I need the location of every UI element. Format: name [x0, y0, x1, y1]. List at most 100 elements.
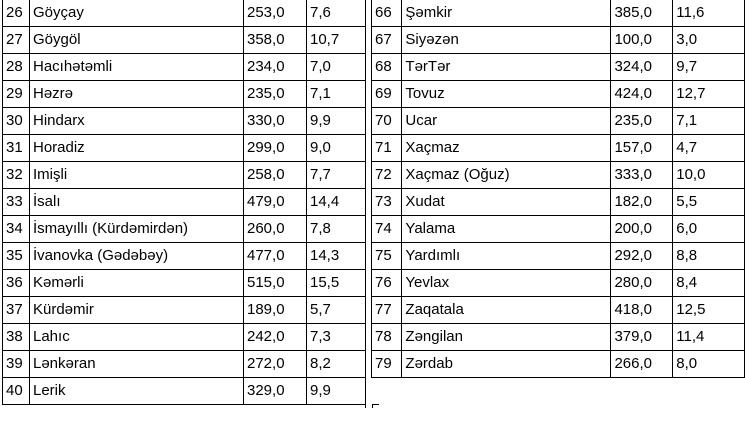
table-row[interactable]: 28 Hacıhətəmli 234,0 7,0: [2, 53, 379, 81]
row-rate-cell[interactable]: 11,4: [672, 323, 745, 351]
row-rate-cell[interactable]: 7,1: [672, 107, 745, 135]
row-name-cell[interactable]: Xaçmaz: [401, 134, 612, 162]
row-name-cell[interactable]: Lahıc: [29, 323, 244, 351]
table-row[interactable]: 27 Göygöl 358,0 10,7: [2, 26, 379, 54]
table-row[interactable]: 66 Şəmkir 385,0 11,6: [370, 0, 745, 27]
row-value-cell[interactable]: 253,0: [243, 0, 307, 27]
row-index-cell[interactable]: 28: [2, 53, 30, 81]
row-value-cell[interactable]: 235,0: [243, 80, 307, 108]
table-row[interactable]: 74 Yalama 200,0 6,0: [370, 215, 745, 243]
row-name-cell[interactable]: Zərdab: [401, 350, 612, 378]
row-index-cell[interactable]: 68: [370, 53, 403, 81]
row-index-cell[interactable]: 79: [370, 350, 403, 378]
row-name-cell[interactable]: [401, 377, 611, 404]
table-row[interactable]: 39 Lənkəran 272,0 8,2: [2, 350, 379, 378]
row-index-cell[interactable]: 26: [2, 0, 30, 27]
row-value-cell[interactable]: 424,0: [610, 80, 674, 108]
row-index-cell[interactable]: 66: [370, 0, 403, 27]
row-value-cell[interactable]: 100,0: [610, 26, 674, 54]
table-row[interactable]: 79 Zərdab 266,0 8,0: [370, 350, 745, 378]
row-index-cell[interactable]: 71: [370, 134, 403, 162]
row-index-cell[interactable]: 72: [370, 161, 403, 189]
row-name-cell[interactable]: Yevlax: [401, 269, 612, 297]
row-name-cell[interactable]: Yardımlı: [401, 242, 612, 270]
row-name-cell[interactable]: İsalı: [29, 188, 244, 216]
row-name-cell[interactable]: Ucar: [401, 107, 612, 135]
table-row[interactable]: 31 Horadiz 299,0 9,0: [2, 134, 379, 162]
table-row[interactable]: 72 Xaçmaz (Oğuz) 333,0 10,0: [370, 161, 745, 189]
row-rate-cell[interactable]: 4,7: [672, 134, 745, 162]
row-index-cell[interactable]: 75: [370, 242, 403, 270]
table-row[interactable]: 68 TərTər 324,0 9,7: [370, 53, 745, 81]
row-value-cell[interactable]: 333,0: [610, 161, 674, 189]
row-rate-cell[interactable]: 5,5: [672, 188, 745, 216]
row-value-cell[interactable]: 515,0: [243, 269, 307, 297]
row-index-cell[interactable]: 78: [370, 323, 403, 351]
row-value-cell[interactable]: 280,0: [610, 269, 674, 297]
row-name-cell[interactable]: Lənkəran: [29, 350, 244, 378]
table-row[interactable]: 70 Ucar 235,0 7,1: [370, 107, 745, 135]
row-name-cell[interactable]: İsmayıllı (Kürdəmirdən): [29, 215, 244, 243]
row-name-cell[interactable]: Imişli: [29, 161, 244, 189]
table-row[interactable]: 26 Göyçay 253,0 7,6: [2, 0, 379, 27]
row-name-cell[interactable]: Hacıhətəmli: [29, 53, 244, 81]
row-value-cell[interactable]: 182,0: [610, 188, 674, 216]
row-value-cell[interactable]: 234,0: [243, 53, 307, 81]
row-name-cell[interactable]: Şəmkir: [401, 0, 612, 27]
row-value-cell[interactable]: 385,0: [610, 0, 674, 27]
table-row[interactable]: 77 Zaqatala 418,0 12,5: [370, 296, 745, 324]
table-row[interactable]: 32 Imişli 258,0 7,7: [2, 161, 379, 189]
row-name-cell[interactable]: Yalama: [401, 215, 612, 243]
row-index-cell[interactable]: 36: [2, 269, 30, 297]
row-name-cell[interactable]: Həzrə: [29, 80, 244, 108]
row-index-cell[interactable]: 40: [2, 377, 30, 405]
row-name-cell[interactable]: Hindarx: [29, 107, 244, 135]
row-value-cell[interactable]: 477,0: [243, 242, 307, 270]
row-index-cell[interactable]: 38: [2, 323, 30, 351]
row-index-cell[interactable]: 29: [2, 80, 30, 108]
row-rate-cell[interactable]: 12,5: [672, 296, 745, 324]
table-row[interactable]: 76 Yevlax 280,0 8,4: [370, 269, 745, 297]
table-row[interactable]: 69 Tovuz 424,0 12,7: [370, 80, 745, 108]
row-index-cell[interactable]: 34: [2, 215, 30, 243]
row-index-cell[interactable]: [371, 377, 402, 404]
row-value-cell[interactable]: 292,0: [610, 242, 674, 270]
row-value-cell[interactable]: 258,0: [243, 161, 307, 189]
row-name-cell[interactable]: Kəmərli: [29, 269, 244, 297]
row-rate-cell[interactable]: 10,0: [672, 161, 745, 189]
row-index-cell[interactable]: 76: [370, 269, 403, 297]
table-row[interactable]: 38 Lahıc 242,0 7,3: [2, 323, 379, 351]
table-row[interactable]: 34 İsmayıllı (Kürdəmirdən) 260,0 7,8: [2, 215, 379, 243]
row-rate-cell[interactable]: 11,6: [672, 0, 745, 27]
table-row[interactable]: 37 Kürdəmir 189,0 5,7: [2, 296, 379, 324]
row-index-cell[interactable]: 37: [2, 296, 30, 324]
row-index-cell[interactable]: 67: [370, 26, 403, 54]
row-index-cell[interactable]: 77: [370, 296, 403, 324]
table-row[interactable]: 29 Həzrə 235,0 7,1: [2, 80, 379, 108]
table-row[interactable]: 33 İsalı 479,0 14,4: [2, 188, 379, 216]
row-index-cell[interactable]: 39: [2, 350, 30, 378]
table-row[interactable]: 78 Zəngilan 379,0 11,4: [370, 323, 745, 351]
row-value-cell[interactable]: 200,0: [610, 215, 674, 243]
row-name-cell[interactable]: Siyəzən: [401, 26, 612, 54]
row-index-cell[interactable]: 74: [370, 215, 403, 243]
row-value-cell[interactable]: 330,0: [243, 107, 307, 135]
table-row[interactable]: 40 Lerik 329,0 9,9: [2, 377, 379, 405]
row-name-cell[interactable]: Xudat: [401, 188, 612, 216]
row-index-cell[interactable]: 69: [370, 80, 403, 108]
row-index-cell[interactable]: 32: [2, 161, 30, 189]
row-name-cell[interactable]: TərTər: [401, 53, 612, 81]
row-value-cell[interactable]: 479,0: [243, 188, 307, 216]
table-row[interactable]: 67 Siyəzən 100,0 3,0: [370, 26, 745, 54]
table-row[interactable]: 35 İvanovka (Gədəbəy) 477,0 14,3: [2, 242, 379, 270]
table-row[interactable]: 73 Xudat 182,0 5,5: [370, 188, 745, 216]
row-rate-cell[interactable]: 9,7: [672, 53, 745, 81]
row-name-cell[interactable]: İvanovka (Gədəbəy): [29, 242, 244, 270]
table-row[interactable]: 75 Yardımlı 292,0 8,8: [370, 242, 745, 270]
row-index-cell[interactable]: 27: [2, 26, 30, 54]
row-value-cell[interactable]: 189,0: [243, 296, 307, 324]
table-row[interactable]: 30 Hindarx 330,0 9,9: [2, 107, 379, 135]
row-value-cell[interactable]: 329,0: [243, 377, 307, 405]
row-value-cell[interactable]: 324,0: [610, 53, 674, 81]
row-value-cell[interactable]: 379,0: [610, 323, 674, 351]
